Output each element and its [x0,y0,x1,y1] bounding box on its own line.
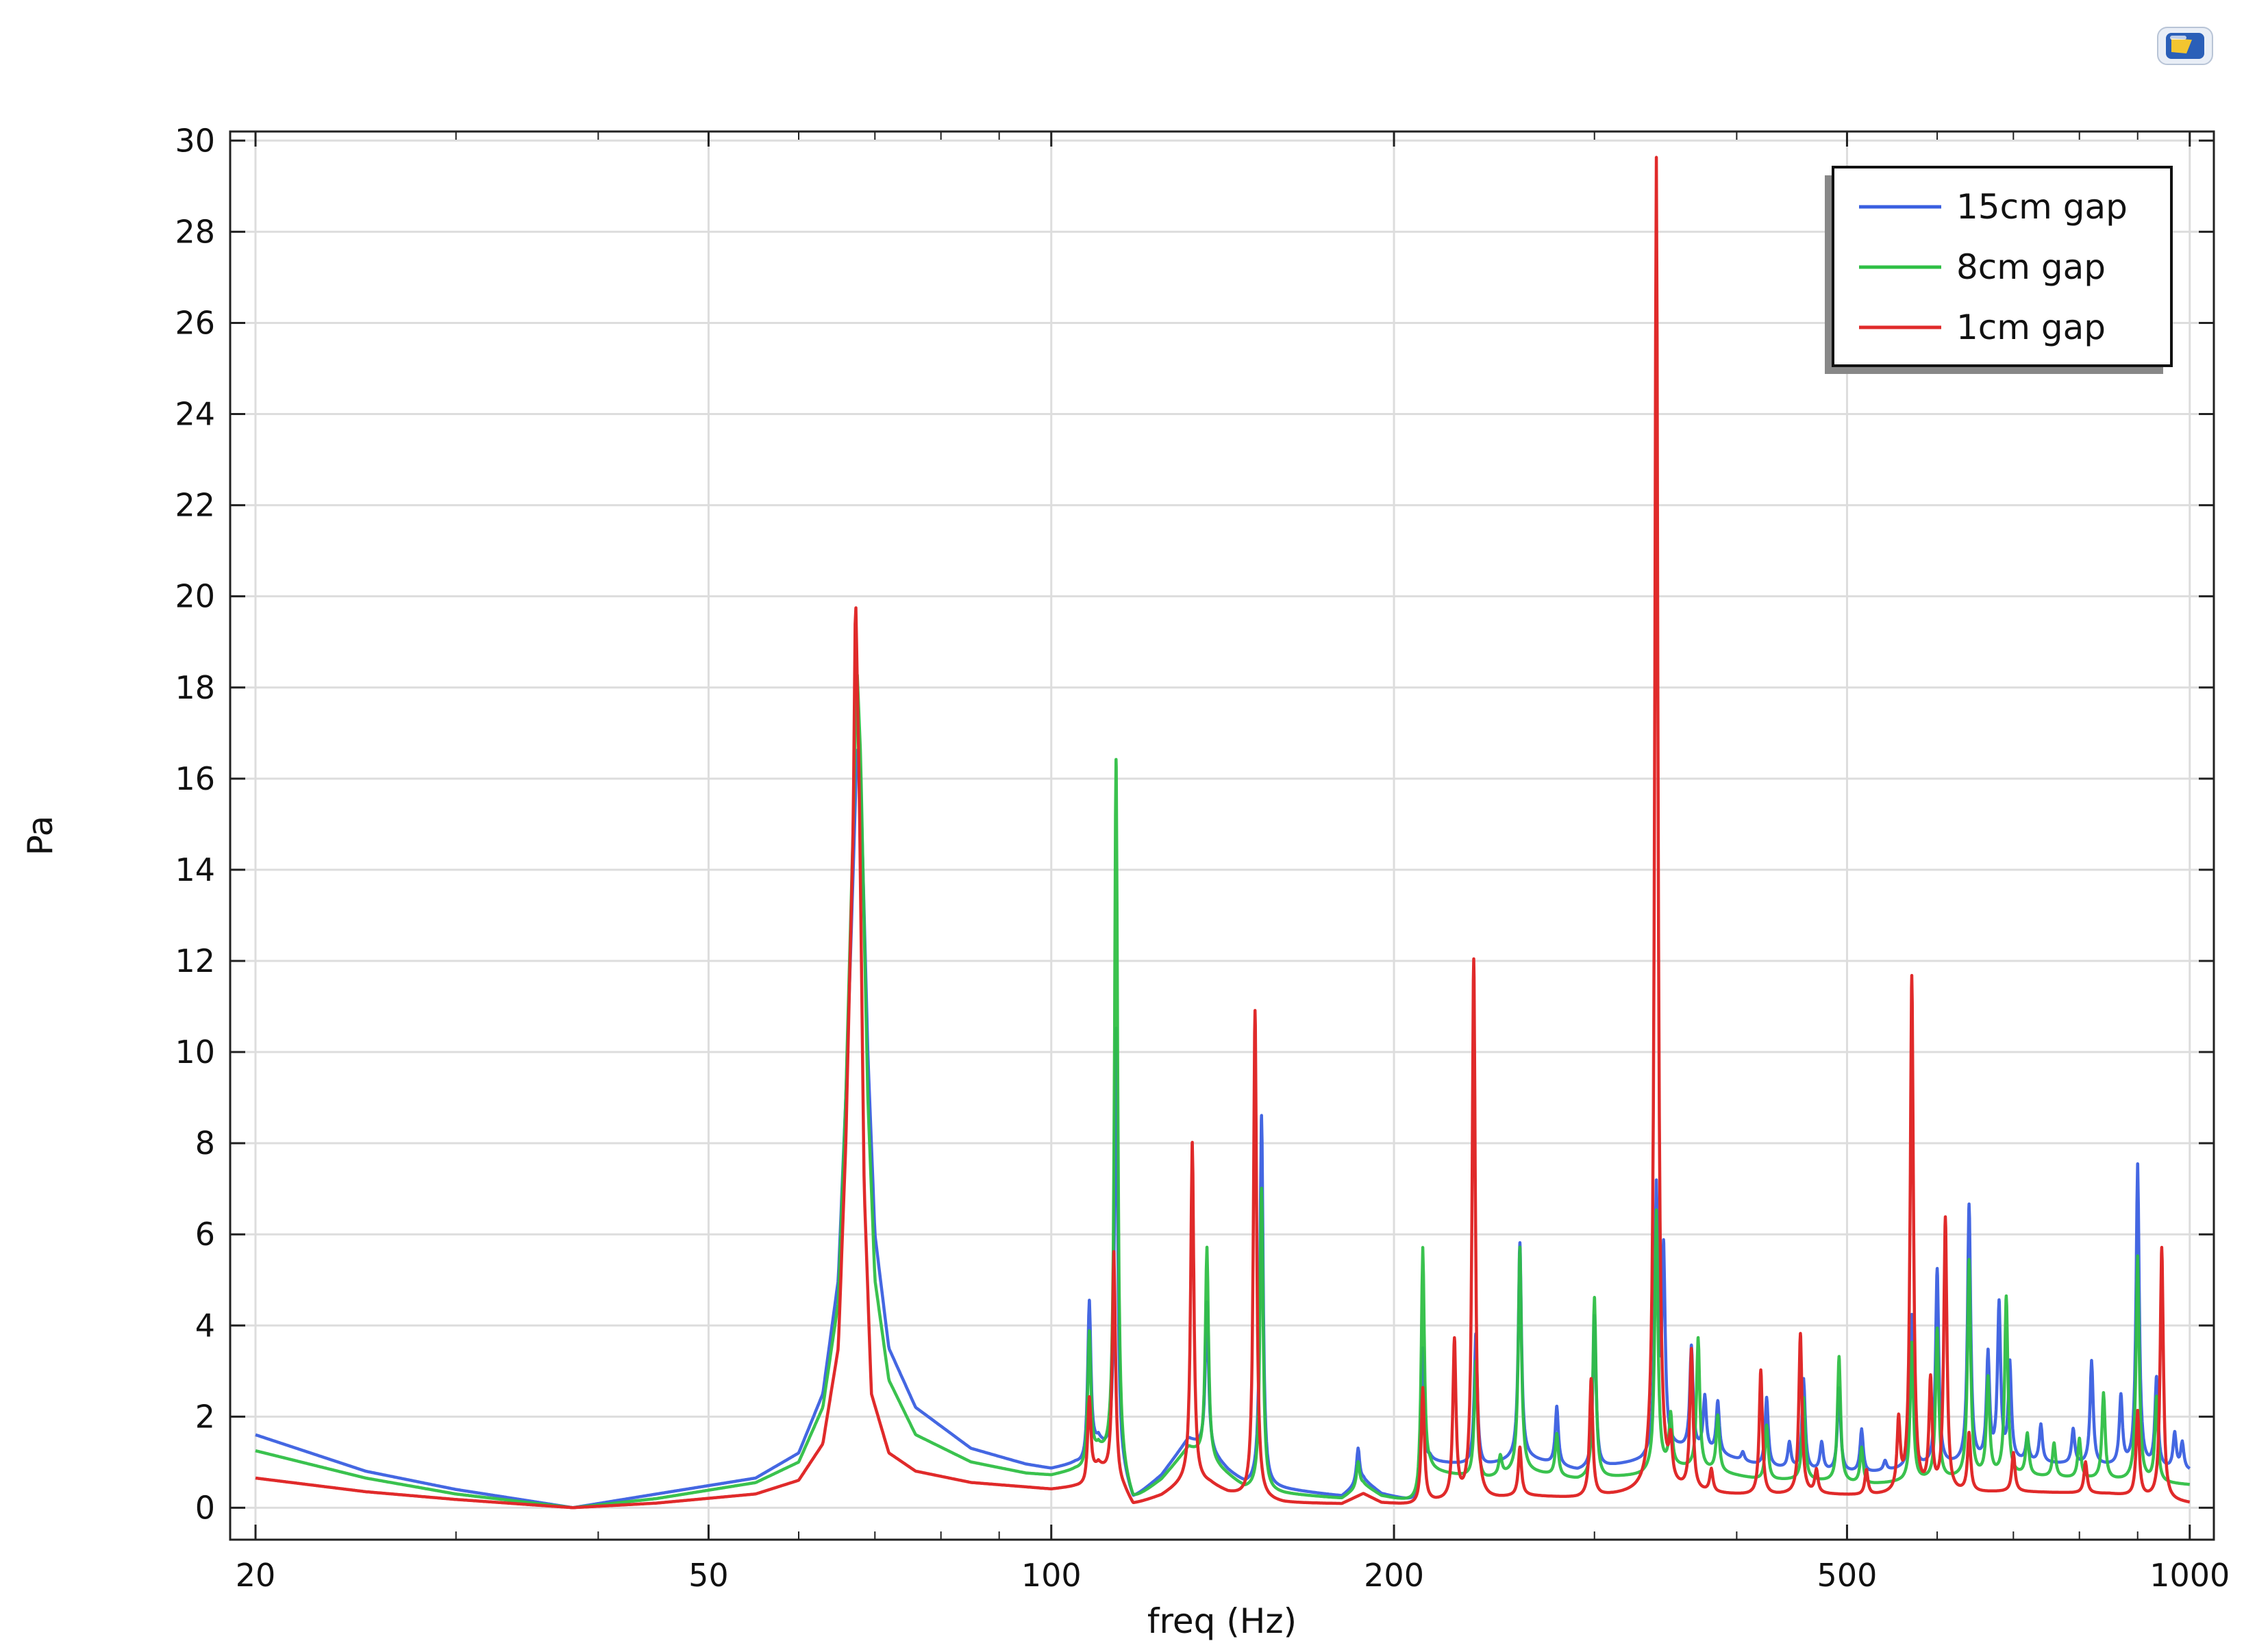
y-tick-label: 6 [195,1216,215,1253]
x-tick-label: 50 [688,1557,729,1594]
y-tick-label: 18 [175,669,215,706]
x-axis-title: freq (Hz) [1147,1601,1297,1641]
y-tick-label: 24 [175,396,215,433]
y-tick-label: 2 [195,1398,215,1435]
x-tick-label: 100 [1021,1557,1082,1594]
series-line-8cm-gap [254,673,2191,1510]
y-tick-label: 8 [195,1125,215,1162]
plot-frame [229,130,2215,1541]
y-tick-label: 28 [175,213,215,250]
legend-label: 8cm gap [1956,247,2106,287]
y-tick-label: 22 [175,487,215,524]
y-tick-label: 30 [175,122,215,159]
x-tick-label: 500 [1817,1557,1878,1594]
x-tick-label: 20 [236,1557,276,1594]
grid-lines [230,132,2214,1540]
y-tick-label: 10 [175,1034,215,1071]
y-tick-label: 14 [175,851,215,888]
y-tick-label: 4 [195,1307,215,1344]
y-tick-label: 26 [175,304,215,341]
comsol-logo-icon [2157,27,2213,65]
legend-label: 15cm gap [1956,187,2128,227]
x-tick-label: 1000 [2149,1557,2230,1594]
series-lines [254,155,2191,1510]
y-tick-label: 16 [175,760,215,797]
legend: 15cm gap 8cm gap 1cm gap [1825,166,2173,374]
legend-label: 1cm gap [1956,308,2106,347]
y-tick-label: 20 [175,578,215,615]
series-line-1cm-gap [254,155,2191,1510]
x-tick-label: 200 [1364,1557,1424,1594]
y-axis-title: Pa [21,816,60,856]
y-tick-label: 0 [195,1489,215,1526]
y-tick-label: 12 [175,942,215,979]
